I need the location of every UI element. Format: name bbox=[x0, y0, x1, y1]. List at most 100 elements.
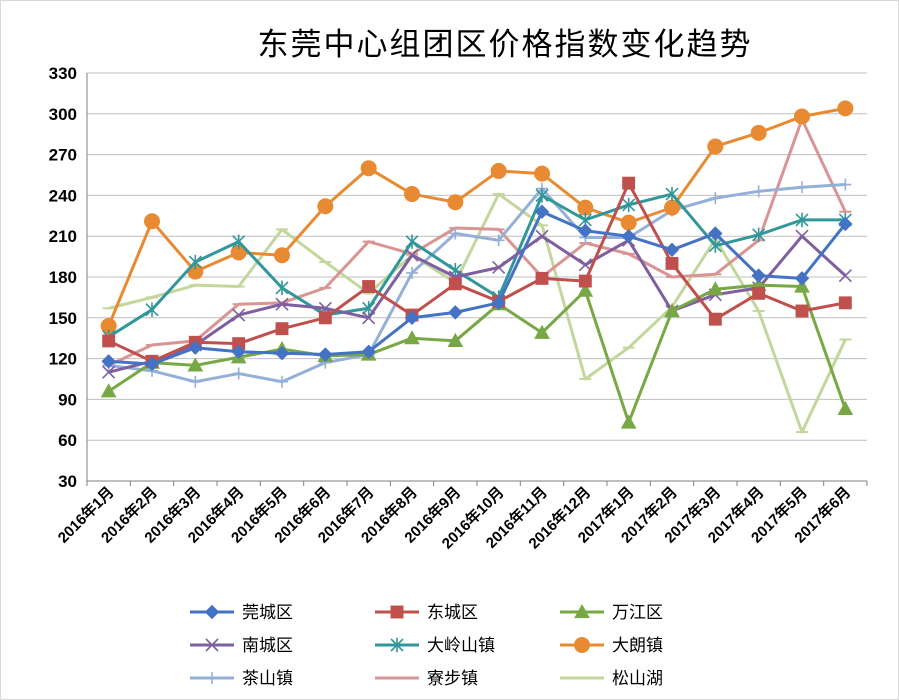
data-point bbox=[796, 181, 808, 194]
y-tick-label: 210 bbox=[49, 227, 77, 246]
data-point bbox=[622, 197, 636, 213]
y-tick-labels: 30 60 90 120 150 180 210 240 270 300 330 bbox=[49, 64, 77, 491]
legend-label: 大朗镇 bbox=[612, 636, 663, 656]
data-point bbox=[189, 375, 202, 388]
data-point bbox=[492, 260, 506, 275]
data-point bbox=[839, 178, 852, 191]
data-point bbox=[752, 227, 766, 243]
legend-label: 莞城区 bbox=[242, 603, 293, 623]
data-point bbox=[795, 212, 809, 228]
data-point bbox=[535, 229, 549, 243]
data-point bbox=[838, 216, 853, 232]
data-point bbox=[709, 192, 722, 205]
y-tick-label: 330 bbox=[49, 64, 77, 83]
data-point bbox=[534, 324, 550, 339]
legend-item: 南城区 bbox=[190, 636, 293, 656]
data-point bbox=[622, 176, 636, 190]
data-point bbox=[404, 186, 420, 203]
data-point bbox=[838, 296, 852, 310]
series-6 bbox=[100, 100, 854, 334]
legend-label: 茶山镇 bbox=[242, 669, 293, 689]
data-point bbox=[447, 194, 464, 211]
data-point bbox=[406, 266, 418, 279]
data-point bbox=[274, 247, 290, 264]
axes bbox=[86, 73, 868, 486]
series-4 bbox=[102, 229, 852, 379]
data-point bbox=[750, 124, 767, 141]
data-point bbox=[577, 282, 594, 297]
data-point bbox=[448, 277, 462, 291]
data-point bbox=[794, 108, 810, 125]
data-point bbox=[100, 383, 117, 398]
legend-item: 万江区 bbox=[560, 603, 663, 623]
y-tick-label: 300 bbox=[49, 105, 77, 124]
legend-item: 寮步镇 bbox=[375, 669, 478, 689]
legend-label: 大岭山镇 bbox=[427, 636, 495, 656]
data-point bbox=[187, 357, 204, 372]
data-point bbox=[101, 354, 116, 369]
series-lines bbox=[100, 100, 854, 434]
y-tick-label: 30 bbox=[58, 472, 77, 491]
data-point bbox=[534, 204, 550, 219]
y-tick-label: 150 bbox=[49, 309, 77, 328]
y-tick-label: 120 bbox=[49, 350, 77, 369]
data-point bbox=[275, 322, 289, 336]
data-point bbox=[275, 297, 289, 311]
data-point bbox=[794, 278, 810, 293]
data-point bbox=[665, 186, 679, 202]
series-line bbox=[107, 283, 847, 425]
legend-label: 松山湖 bbox=[612, 669, 663, 689]
data-point bbox=[232, 234, 246, 249]
data-point bbox=[188, 254, 202, 270]
data-point bbox=[708, 238, 722, 253]
data-point bbox=[145, 302, 159, 317]
series-line bbox=[108, 234, 847, 374]
data-point bbox=[204, 604, 220, 620]
data-point bbox=[390, 605, 404, 619]
data-point bbox=[665, 256, 679, 270]
legend-item: 茶山镇 bbox=[190, 669, 293, 689]
data-point bbox=[404, 310, 420, 326]
legend-item: 大岭山镇 bbox=[375, 636, 495, 656]
data-point bbox=[318, 347, 333, 362]
data-point bbox=[795, 229, 809, 243]
data-point bbox=[448, 305, 463, 320]
data-point bbox=[708, 312, 722, 326]
data-point bbox=[708, 226, 723, 241]
series-line bbox=[108, 181, 846, 363]
data-point bbox=[102, 365, 116, 379]
data-point bbox=[318, 311, 332, 325]
data-point bbox=[795, 304, 809, 318]
series-line bbox=[108, 210, 847, 366]
data-point bbox=[362, 280, 376, 293]
data-point bbox=[574, 637, 590, 653]
data-point bbox=[232, 367, 245, 380]
data-point bbox=[752, 185, 765, 198]
y-tick-label: 60 bbox=[58, 431, 77, 450]
data-point bbox=[404, 330, 420, 345]
data-point bbox=[275, 280, 289, 296]
legend-label: 南城区 bbox=[242, 636, 293, 656]
legend-item: 东城区 bbox=[375, 603, 478, 623]
data-point bbox=[276, 375, 288, 388]
data-point bbox=[362, 311, 376, 325]
data-point bbox=[578, 274, 592, 288]
data-point bbox=[144, 213, 160, 230]
data-point bbox=[664, 302, 680, 318]
legend-item: 松山湖 bbox=[560, 669, 663, 689]
series-line bbox=[107, 192, 846, 339]
legend-label: 寮步镇 bbox=[427, 669, 478, 689]
y-tick-label: 90 bbox=[58, 390, 77, 409]
data-point bbox=[707, 281, 724, 296]
chart-title: 东莞中心组团区价格指数变化趋势 bbox=[258, 27, 753, 63]
data-point bbox=[620, 214, 637, 231]
data-point bbox=[751, 268, 766, 283]
data-point bbox=[232, 308, 246, 322]
legend-item: 莞城区 bbox=[190, 603, 293, 623]
data-point bbox=[574, 603, 590, 619]
data-point bbox=[578, 223, 593, 238]
y-tick-label: 240 bbox=[49, 186, 77, 205]
data-point bbox=[206, 672, 218, 684]
